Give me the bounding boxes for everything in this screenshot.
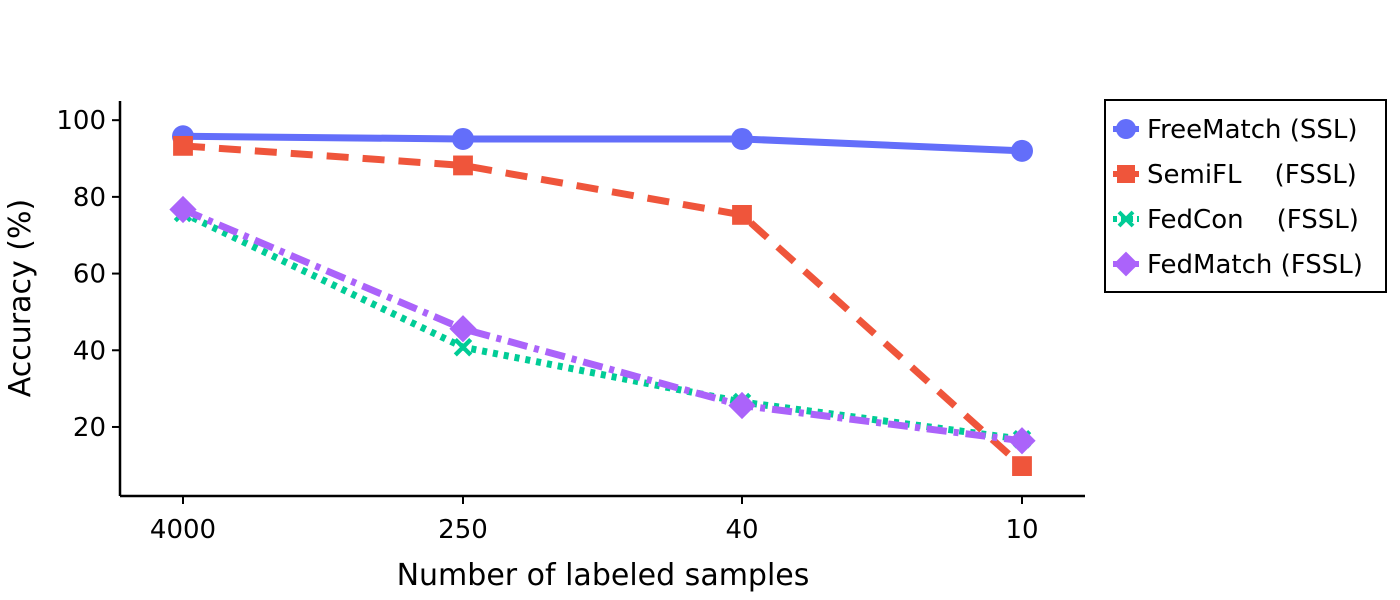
axes-layer bbox=[118, 101, 1085, 498]
legend-frame bbox=[1104, 99, 1387, 293]
series-line bbox=[181, 206, 1023, 445]
data-point-x bbox=[453, 337, 473, 357]
y-tick-label: 80 bbox=[73, 183, 106, 213]
x-tick-label: 4000 bbox=[150, 515, 216, 545]
data-point-diamond bbox=[1113, 251, 1139, 277]
data-point-square bbox=[1012, 456, 1032, 476]
data-point-square bbox=[732, 204, 752, 225]
legend-label: FedMatch (FSSL) bbox=[1147, 250, 1363, 280]
series-line bbox=[181, 209, 1023, 443]
data-point-circle bbox=[1116, 119, 1136, 139]
x-tick-label: 10 bbox=[1005, 515, 1038, 545]
legend-label: SemiFL (FSSL) bbox=[1147, 160, 1357, 190]
data-point-circle bbox=[452, 127, 474, 150]
x-axis-title: Number of labeled samples bbox=[397, 558, 810, 593]
series-line bbox=[182, 132, 1023, 155]
data-point-diamond bbox=[1008, 427, 1036, 455]
y-axis-title: Accuracy (%) bbox=[3, 199, 38, 397]
data-point-square bbox=[173, 135, 193, 156]
data-point-square bbox=[453, 155, 473, 176]
y-tick-label: 40 bbox=[73, 336, 106, 366]
x-tick-label: 250 bbox=[438, 515, 488, 545]
legend-label: FreeMatch (SSL) bbox=[1147, 115, 1358, 145]
x-tick-label: 40 bbox=[725, 515, 758, 545]
series-layer bbox=[169, 125, 1036, 476]
legend-label: FedCon (FSSL) bbox=[1147, 205, 1359, 235]
data-point-diamond bbox=[449, 315, 477, 343]
ticks-layer: 20 40 60 80 100 4000 250 40 10 bbox=[56, 106, 1038, 545]
data-point-diamond bbox=[169, 195, 197, 224]
data-point-x bbox=[1117, 210, 1135, 228]
y-tick-label: 100 bbox=[56, 106, 106, 136]
data-point-circle bbox=[731, 127, 753, 150]
legend: FreeMatch (SSL) SemiFL (FSSL) FedCon (FSSL… bbox=[1104, 99, 1387, 293]
y-tick-label: 60 bbox=[73, 260, 106, 290]
y-tick-label: 20 bbox=[73, 413, 106, 443]
data-point-circle bbox=[1011, 139, 1033, 162]
data-point-square bbox=[1117, 165, 1135, 183]
series-line bbox=[182, 142, 1025, 469]
data-point-diamond bbox=[728, 391, 756, 420]
